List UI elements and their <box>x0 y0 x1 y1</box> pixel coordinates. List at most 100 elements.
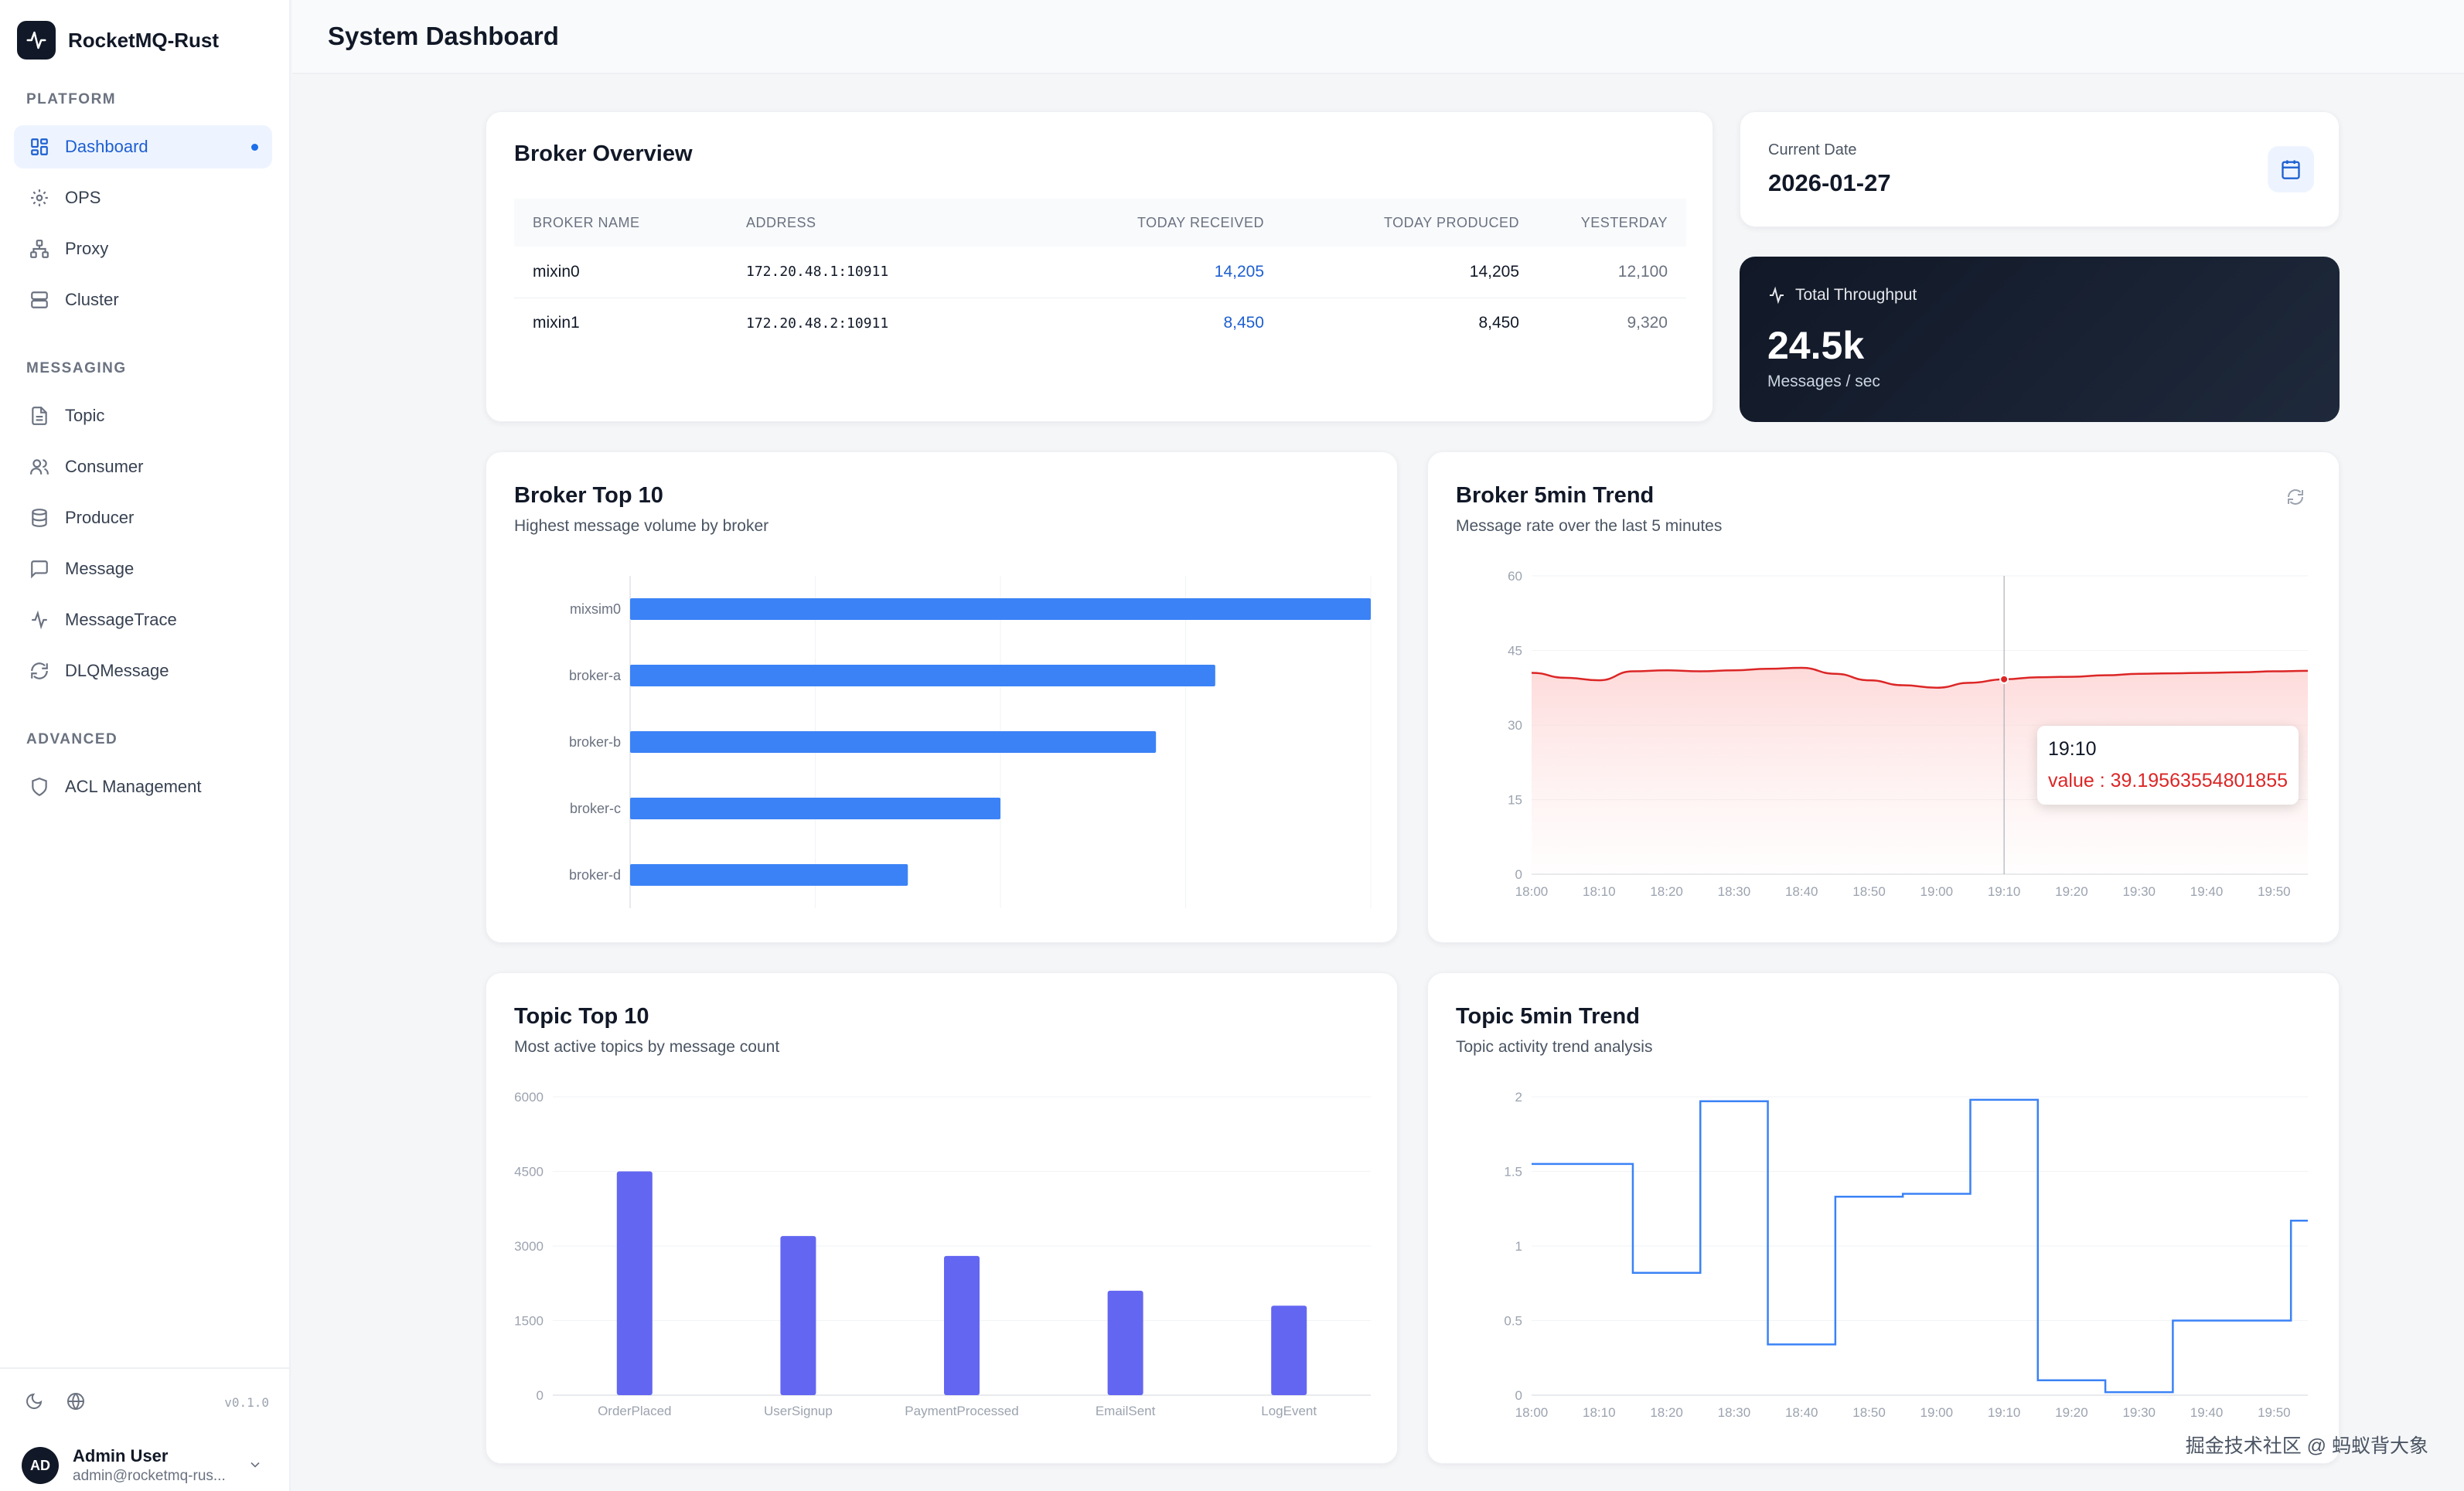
x-tick-label: 19:40 <box>2190 884 2224 899</box>
user-email: admin@rocketmq-rus... <box>73 1468 226 1484</box>
sidebar-item-label: MessageTrace <box>65 610 177 629</box>
server-icon <box>28 288 51 311</box>
card-subtitle: Highest message volume by broker <box>514 517 769 535</box>
today-received[interactable]: 8,450 <box>1223 314 1264 332</box>
sidebar-item-dashboard[interactable]: Dashboard <box>14 125 272 169</box>
x-tick-label: 18:10 <box>1583 1405 1616 1420</box>
y-tick-label: 60 <box>1508 569 1522 584</box>
y-tick-label: 1.5 <box>1504 1165 1522 1180</box>
x-tick-label: 19:50 <box>2258 1405 2291 1420</box>
chart-tooltip: 19:10 value : 39.19563554801855 <box>2037 726 2299 805</box>
bar <box>1271 1305 1307 1395</box>
y-tick-label: 45 <box>1508 644 1522 659</box>
category-label: UserSignup <box>764 1404 833 1418</box>
x-tick-label: 19:10 <box>1988 884 2021 899</box>
throughput-card: Total Throughput 24.5k Messages / sec <box>1740 257 2340 422</box>
bar <box>616 1171 653 1395</box>
sidebar-item-label: Consumer <box>65 457 144 476</box>
throughput-label: Total Throughput <box>1795 286 1917 304</box>
avatar: AD <box>22 1447 59 1484</box>
y-tick-label: 0.5 <box>1504 1314 1522 1329</box>
bar <box>630 864 908 886</box>
x-tick-label: 19:00 <box>1920 884 1954 899</box>
today-produced: 8,450 <box>1478 314 1519 332</box>
category-label: PaymentProcessed <box>905 1404 1018 1418</box>
throughput-value: 24.5k <box>1767 324 1865 367</box>
category-label: OrderPlaced <box>598 1404 671 1418</box>
y-tick-label: 30 <box>1508 718 1522 733</box>
x-tick-label: 19:30 <box>2122 884 2156 899</box>
card-subtitle: Most active topics by message count <box>514 1038 780 1056</box>
nav-section-messaging: MESSAGING <box>26 360 127 376</box>
card-title: Broker Overview <box>514 141 693 166</box>
x-tick-label: 18:00 <box>1515 1405 1549 1420</box>
sidebar-item-label: Message <box>65 559 135 578</box>
column-header: TODAY RECEIVED <box>1052 199 1283 247</box>
gear-icon <box>28 186 51 209</box>
network-icon <box>28 237 51 260</box>
user-name: Admin User <box>73 1446 169 1465</box>
step-line <box>1532 1098 2308 1394</box>
sidebar-item-dlqmessage[interactable]: DLQMessage <box>14 649 272 693</box>
topic-top10-card: Topic Top 10 Most active topics by messa… <box>486 972 1398 1464</box>
sidebar-item-label: Proxy <box>65 239 109 258</box>
bar <box>1107 1290 1143 1395</box>
sidebar-item-consumer[interactable]: Consumer <box>14 445 272 488</box>
current-date-value: 2026-01-27 <box>1768 169 1891 196</box>
tooltip-time: 19:10 <box>2048 738 2097 760</box>
sidebar-item-messagetrace[interactable]: MessageTrace <box>14 598 272 642</box>
table-row[interactable]: mixin0 172.20.48.1:10911 14,205 14,205 1… <box>514 247 1686 298</box>
users-icon <box>28 455 51 478</box>
sidebar-item-proxy[interactable]: Proxy <box>14 227 272 271</box>
bar <box>630 598 1371 620</box>
x-tick-label: 18:20 <box>1650 884 1683 899</box>
sidebar-item-label: Cluster <box>65 290 119 309</box>
x-tick-label: 19:00 <box>1920 1405 1954 1420</box>
card-title: Broker Top 10 <box>514 483 663 508</box>
sidebar-item-label: Producer <box>65 508 135 527</box>
y-tick-label: 1 <box>1515 1239 1522 1254</box>
today-produced: 14,205 <box>1283 247 1538 298</box>
moon-icon[interactable] <box>25 1392 43 1414</box>
card-title: Broker 5min Trend <box>1456 483 1655 508</box>
broker-name: mixin1 <box>533 314 580 332</box>
broker-name: mixin0 <box>514 247 728 298</box>
brand[interactable]: RocketMQ-Rust <box>17 20 219 60</box>
sidebar-item-acl-management[interactable]: ACL Management <box>14 765 272 808</box>
broker-table: BROKER NAME ADDRESS TODAY RECEIVED TODAY… <box>514 199 1686 349</box>
bar <box>780 1236 816 1395</box>
sidebar: RocketMQ-Rust PLATFORM Dashboard OPS Pro… <box>0 0 291 1491</box>
column-header: YESTERDAY <box>1538 199 1686 247</box>
y-tick-label: 0 <box>537 1388 544 1403</box>
header: System Dashboard <box>292 0 2464 74</box>
sidebar-item-topic[interactable]: Topic <box>14 394 272 437</box>
table-row[interactable]: mixin1 172.20.48.2:10911 8,450 8,450 9,3… <box>514 298 1686 349</box>
page-title: System Dashboard <box>328 22 559 50</box>
x-tick-label: 18:40 <box>1785 1405 1818 1420</box>
calendar-button[interactable] <box>2268 146 2314 192</box>
sidebar-item-message[interactable]: Message <box>14 547 272 591</box>
bar <box>630 731 1157 753</box>
database-icon <box>28 506 51 529</box>
refresh-icon <box>28 659 51 683</box>
active-dot <box>251 144 258 151</box>
refresh-icon[interactable] <box>2283 485 2308 509</box>
sidebar-item-label: ACL Management <box>65 777 202 796</box>
today-received[interactable]: 14,205 <box>1052 247 1283 298</box>
broker-trend-chart[interactable]: 0 15 30 45 60 18:00 18:10 18:20 18:30 18:40 18:50 1… <box>1428 452 2340 944</box>
bar <box>630 665 1215 686</box>
x-tick-label: 18:50 <box>1852 1405 1886 1420</box>
sidebar-item-producer[interactable]: Producer <box>14 496 272 540</box>
sidebar-item-label: Dashboard <box>65 137 148 156</box>
globe-icon[interactable] <box>66 1392 85 1414</box>
x-tick-label: 19:20 <box>2055 884 2088 899</box>
file-text-icon <box>28 404 51 427</box>
category-label: broker-b <box>569 734 621 750</box>
yesterday-count: 9,320 <box>1627 314 1668 332</box>
nav-section-advanced: ADVANCED <box>26 731 118 747</box>
y-tick-label: 0 <box>1515 1388 1522 1403</box>
chevron-down-icon[interactable] <box>247 1457 263 1476</box>
user-menu[interactable]: AD Admin User admin@rocketmq-rus... <box>22 1446 226 1485</box>
sidebar-item-ops[interactable]: OPS <box>14 176 272 220</box>
sidebar-item-cluster[interactable]: Cluster <box>14 278 272 322</box>
